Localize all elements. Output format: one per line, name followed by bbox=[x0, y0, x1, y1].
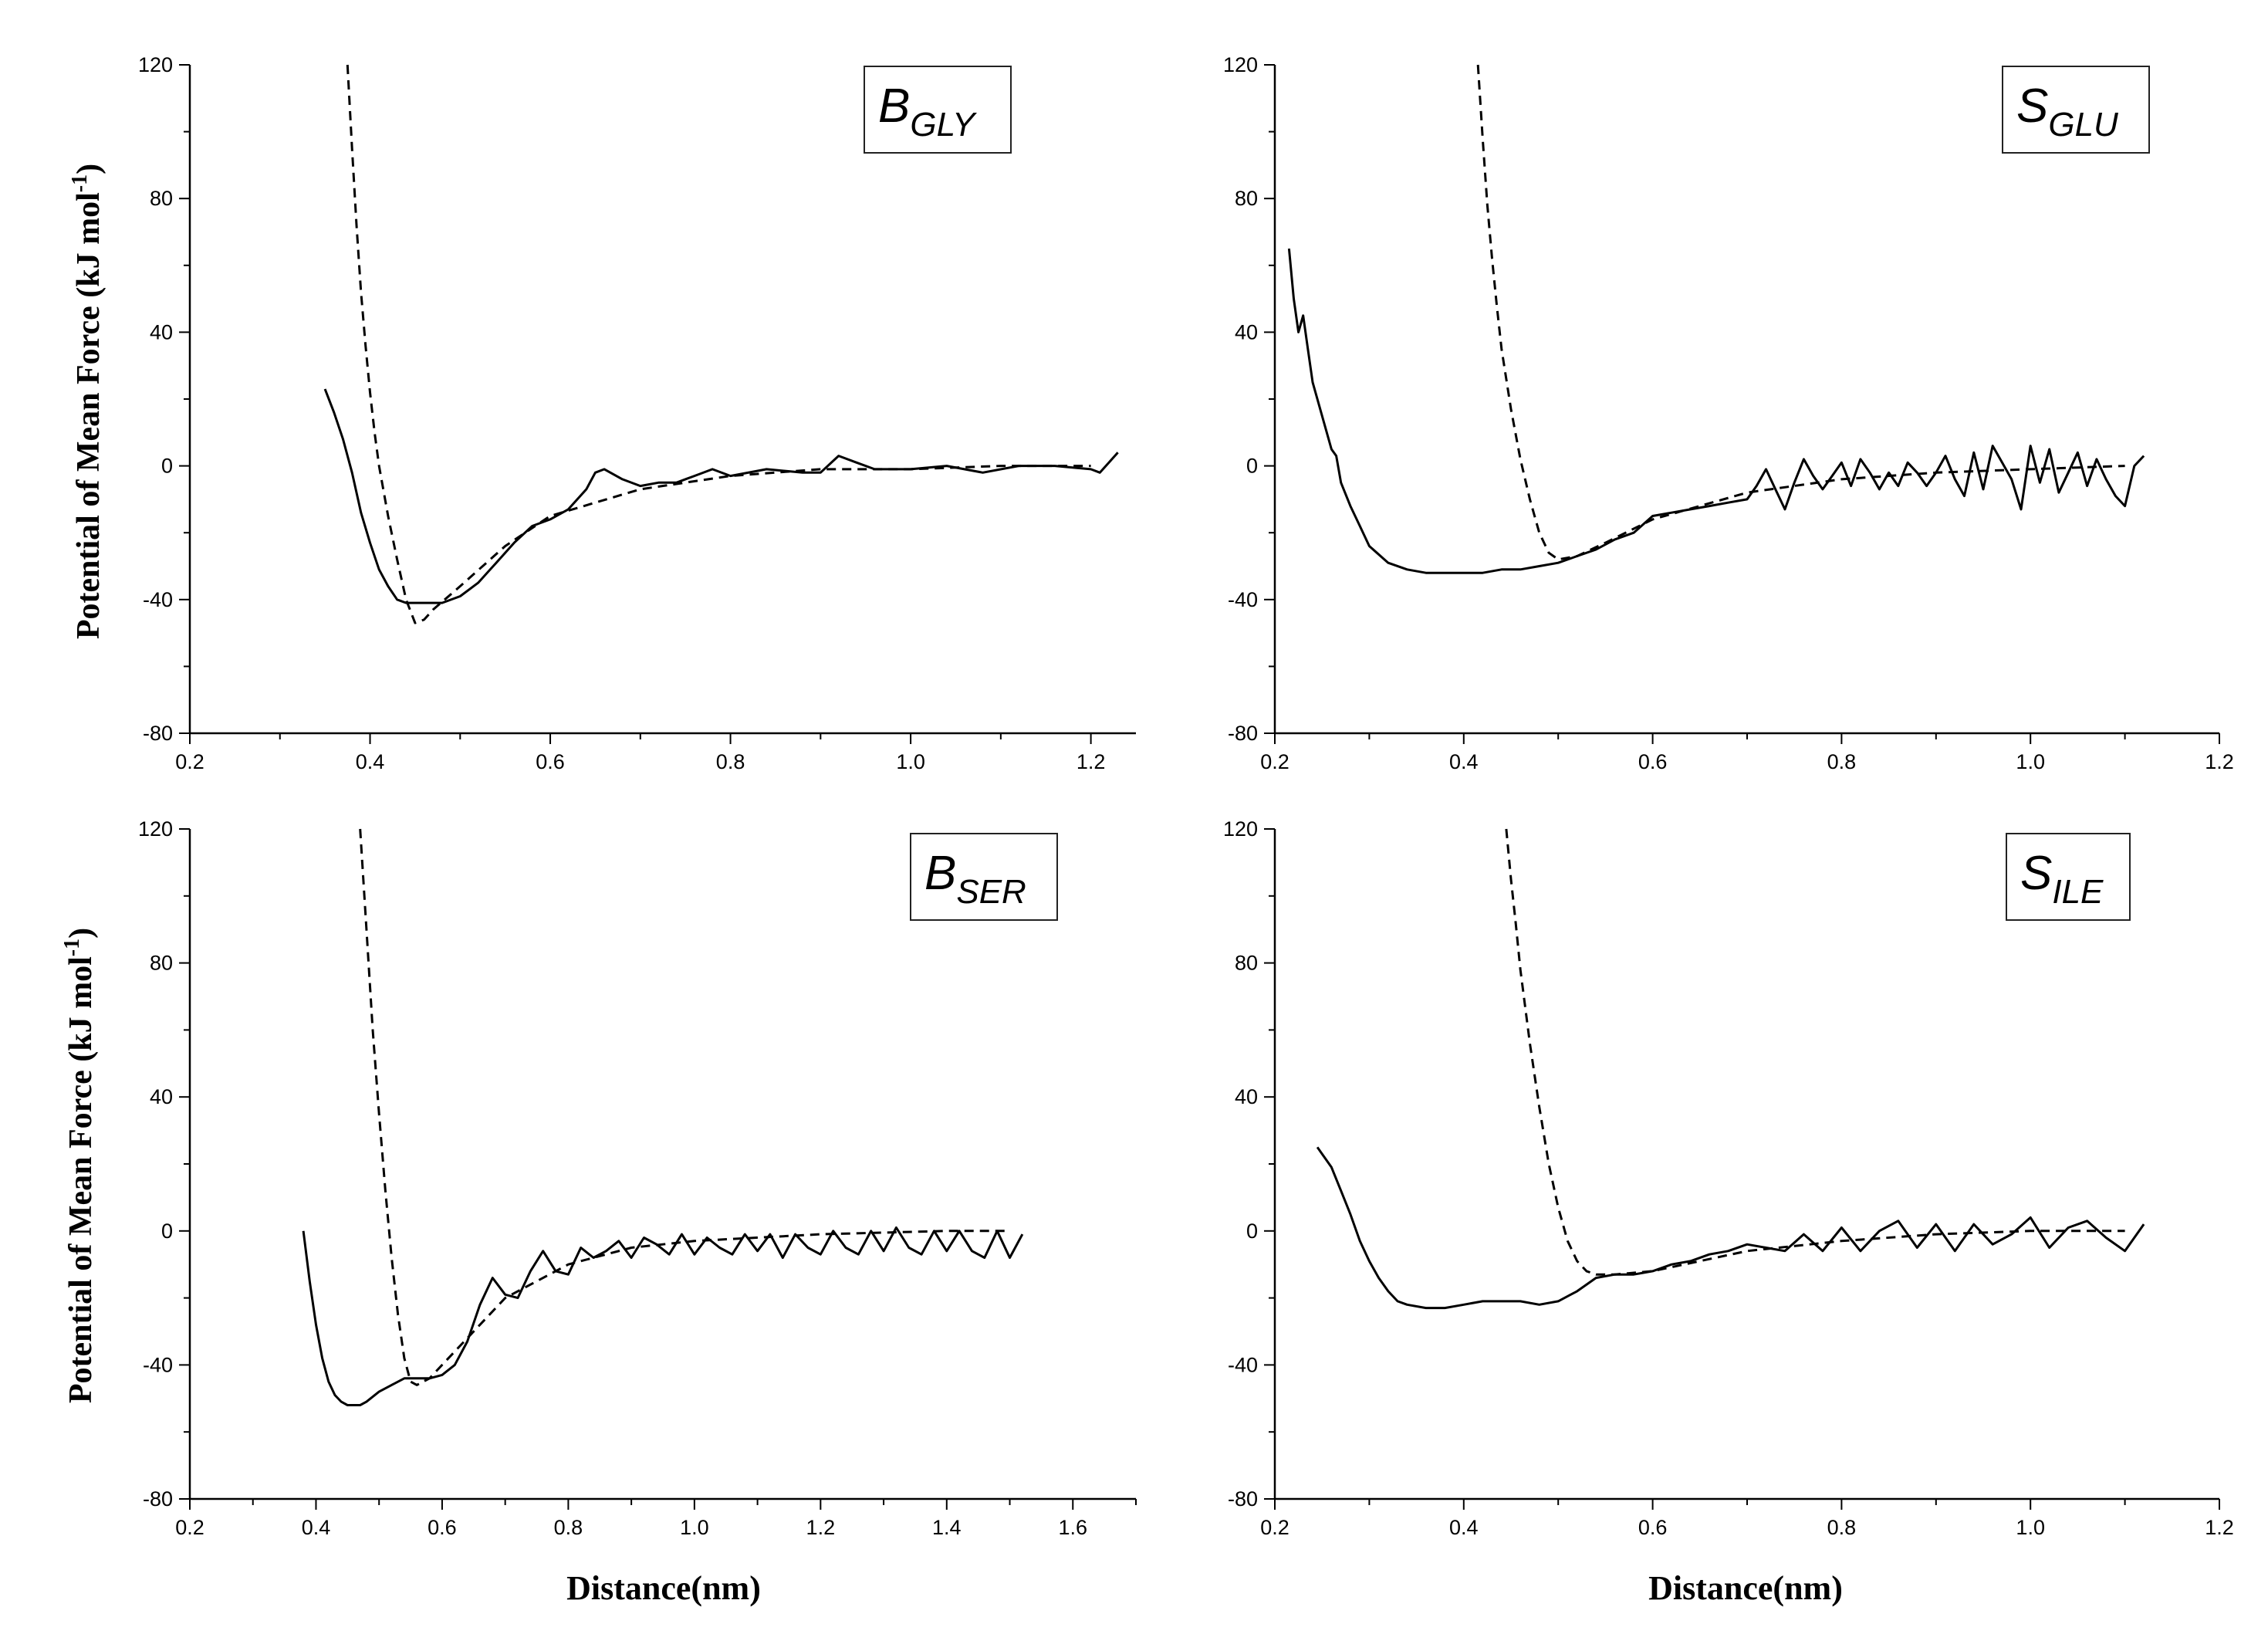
y-tick-label: 40 bbox=[150, 320, 173, 343]
x-tick-label: 0.2 bbox=[175, 750, 204, 773]
panel-tag: SILE bbox=[2006, 833, 2131, 921]
x-tick-label: 0.4 bbox=[1449, 1516, 1479, 1539]
x-tick-label: 0.6 bbox=[428, 1516, 457, 1539]
x-axis-label-left: Distance(nm) bbox=[566, 1569, 761, 1607]
dashed-pmf-curve bbox=[346, 64, 1091, 624]
y-tick-label: 40 bbox=[1235, 320, 1258, 343]
y-tick-label: 80 bbox=[1235, 187, 1258, 210]
x-tick-label: 1.2 bbox=[2205, 1516, 2234, 1539]
solid-pmf-curve bbox=[323, 388, 1119, 604]
y-tick-label: 120 bbox=[138, 817, 173, 841]
panel-tag-label: BGLY bbox=[878, 80, 977, 144]
y-tick-label: -80 bbox=[143, 1487, 173, 1511]
x-tick-label: 1.0 bbox=[2016, 1516, 2045, 1539]
y-tick-label: 120 bbox=[138, 53, 173, 76]
y-tick-label: 40 bbox=[1235, 1085, 1258, 1108]
panel-tag-label: SILE bbox=[2020, 847, 2104, 911]
x-tick-label: 0.4 bbox=[356, 750, 385, 773]
x-tick-label: 1.0 bbox=[896, 750, 925, 773]
solid-pmf-curve bbox=[1316, 1146, 2145, 1310]
y-tick-label: 120 bbox=[1223, 53, 1258, 76]
dashed-pmf-curve bbox=[359, 828, 1010, 1386]
chart-panel-bottom-left: 0.2 0.4 0.6 0.8 1.0 1.2 1.4 1.6 -80 -40 0 40 80 120 BS… bbox=[60, 817, 1137, 1539]
y-tick-label: -40 bbox=[1228, 588, 1258, 611]
chart-panel-top-left: 0.2 0.4 0.6 0.8 1.0 1.2 -80 -40 0 40 80 120 BGLY Pote… bbox=[68, 53, 1136, 773]
panel-tag: BGLY bbox=[864, 66, 1012, 154]
panel-tag-label: BSER bbox=[924, 847, 1026, 911]
y-tick-label: 0 bbox=[161, 455, 173, 478]
x-tick-label: 0.2 bbox=[175, 1516, 204, 1539]
panel-tag: BSER bbox=[910, 833, 1058, 921]
x-tick-label: 0.6 bbox=[1638, 750, 1668, 773]
dashed-pmf-curve bbox=[1476, 64, 2125, 561]
y-tick-label: 40 bbox=[150, 1085, 173, 1108]
x-tick-label: 1.6 bbox=[1058, 1516, 1087, 1539]
x-tick-label: 0.4 bbox=[1449, 750, 1479, 773]
solid-pmf-curve bbox=[1287, 248, 2145, 574]
x-tick-label: 0.8 bbox=[1827, 750, 1857, 773]
x-tick-label: 1.0 bbox=[2016, 750, 2045, 773]
x-tick-label: 1.4 bbox=[932, 1516, 962, 1539]
y-tick-label: 0 bbox=[1246, 1220, 1258, 1243]
panel-tag-box bbox=[864, 66, 1012, 154]
solid-pmf-curve bbox=[302, 1226, 1024, 1406]
chart-panel-top-right: 0.2 0.4 0.6 0.8 1.0 1.2 -80 -40 0 40 80 120 SGLU bbox=[1223, 53, 2234, 773]
y-axis-label: Potential of Mean Force (kJ mol-1) bbox=[68, 164, 106, 639]
chart-panel-bottom-right: 0.2 0.4 0.6 0.8 1.0 1.2 -80 -40 0 40 80 120 SILE bbox=[1223, 817, 2234, 1539]
chart-panels: 0.2 0.4 0.6 0.8 1.0 1.2 -80 -40 0 40 80 120 BGLY Pote… bbox=[60, 53, 2234, 1539]
y-tick-label: 0 bbox=[1246, 455, 1258, 478]
x-tick-label: 0.2 bbox=[1260, 1516, 1289, 1539]
x-axis-label-right: Distance(nm) bbox=[1648, 1569, 1843, 1607]
y-tick-label: -40 bbox=[143, 588, 173, 611]
panel-tag-label: SGLU bbox=[2016, 80, 2118, 144]
panel-tag-box bbox=[2002, 66, 2150, 154]
x-tick-label: 1.2 bbox=[806, 1516, 836, 1539]
dashed-pmf-curve bbox=[1505, 828, 2125, 1276]
y-tick-label: -80 bbox=[1228, 1487, 1258, 1511]
x-tick-label: 0.2 bbox=[1260, 750, 1289, 773]
x-tick-label: 0.4 bbox=[302, 1516, 331, 1539]
x-tick-label: 1.2 bbox=[2205, 750, 2234, 773]
y-tick-label: -80 bbox=[1228, 722, 1258, 745]
x-tick-label: 0.6 bbox=[1638, 1516, 1668, 1539]
y-tick-label: 80 bbox=[150, 187, 173, 210]
panel-tag: SGLU bbox=[2002, 66, 2150, 154]
panel-tag-box bbox=[910, 833, 1058, 921]
y-tick-label: 0 bbox=[161, 1220, 173, 1243]
y-tick-label: 80 bbox=[1235, 952, 1258, 975]
x-tick-label: 1.2 bbox=[1077, 750, 1106, 773]
x-tick-label: 0.6 bbox=[536, 750, 565, 773]
x-tick-label: 0.8 bbox=[1827, 1516, 1857, 1539]
panel-tag-box bbox=[2006, 833, 2131, 921]
y-tick-label: -40 bbox=[1228, 1353, 1258, 1376]
y-tick-label: -40 bbox=[143, 1353, 173, 1376]
y-tick-label: 120 bbox=[1223, 817, 1258, 841]
y-axis-label: Potential of Mean Force (kJ mol-1) bbox=[60, 928, 99, 1403]
x-tick-label: 0.8 bbox=[554, 1516, 583, 1539]
y-tick-label: -80 bbox=[143, 722, 173, 745]
x-tick-label: 1.0 bbox=[680, 1516, 709, 1539]
x-tick-label: 0.8 bbox=[716, 750, 745, 773]
y-tick-label: 80 bbox=[150, 952, 173, 975]
